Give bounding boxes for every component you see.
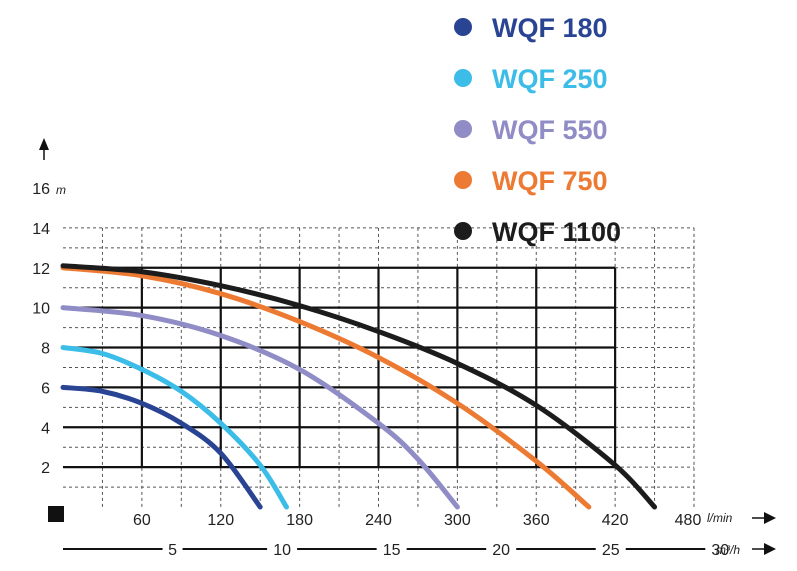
y-tick-label: 10 (32, 301, 50, 318)
y-tick-label: 8 (41, 341, 50, 358)
legend-marker (454, 222, 472, 240)
curve-wqf-550 (60, 305, 460, 510)
y-tick-label: 2 (41, 460, 50, 477)
x-tick-label: 360 (523, 512, 550, 529)
legend: WQF 180 WQF 250 WQF 550 WQF 750 WQF 1100 (454, 13, 621, 247)
pump-curves (60, 263, 658, 510)
x-tick-label: 60 (133, 512, 151, 529)
x2-tick-label: 30 (711, 542, 729, 559)
legend-label: WQF 750 (492, 166, 608, 196)
axes (39, 138, 776, 555)
y-tick-label: 4 (41, 420, 50, 437)
y-unit-label: m (56, 183, 66, 197)
y-tick-label: 14 (32, 221, 50, 238)
curve-wqf-1100 (60, 263, 658, 510)
x2-tick-label: 20 (492, 542, 510, 559)
x-tick-label: 480 (675, 512, 702, 529)
legend-label: WQF 250 (492, 64, 608, 94)
x-tick-label: 240 (365, 512, 392, 529)
x2-tick-label: 15 (383, 542, 401, 559)
legend-marker (454, 18, 472, 36)
curve-wqf-250 (60, 345, 289, 510)
legend-marker (454, 69, 472, 87)
legend-marker (454, 120, 472, 138)
curve-wqf-750 (60, 265, 592, 510)
legend-label: WQF 1100 (492, 217, 621, 247)
y-tick-label: 12 (32, 261, 50, 278)
x2-unit-label: m³/h (716, 543, 740, 557)
curve-wqf-180 (60, 384, 263, 510)
x-unit-label: l/min (707, 511, 733, 525)
legend-label: WQF 550 (492, 115, 608, 145)
grid (63, 227, 695, 507)
x2-tick-label: 5 (168, 542, 177, 559)
y-tick-label: 6 (41, 380, 50, 397)
x-tick-label: 120 (207, 512, 234, 529)
x-axis-arrowhead (764, 512, 776, 524)
x-tick-label: 180 (286, 512, 313, 529)
x-tick-label: 420 (602, 512, 629, 529)
x2-tick-label: 25 (602, 542, 620, 559)
legend-marker (454, 171, 472, 189)
y-axis-arrowhead (39, 138, 49, 150)
x2-tick-label: 10 (273, 542, 291, 559)
y-tick-label: 16 (32, 181, 50, 198)
x-tick-label: 300 (444, 512, 471, 529)
origin-marker (48, 506, 64, 522)
tick-labels: 2 4 6 8 10 12 14 16 m 60 120 180 240 300 360 420 480 l/mi… (32, 181, 740, 559)
legend-label: WQF 180 (492, 13, 608, 43)
x2-axis-arrowhead (764, 543, 776, 555)
